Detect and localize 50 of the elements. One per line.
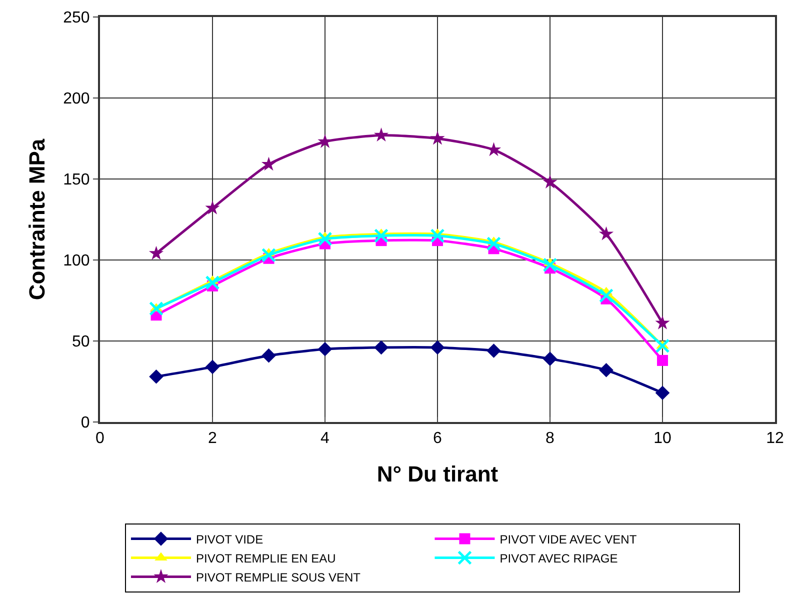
- y-tick-label: 150: [63, 172, 90, 189]
- point: [430, 340, 445, 355]
- point: [599, 363, 614, 378]
- point: [318, 232, 332, 246]
- point: [261, 156, 276, 171]
- point: [542, 352, 558, 366]
- point: [655, 386, 670, 400]
- point: [657, 354, 668, 366]
- x-tick-label: 2: [208, 430, 218, 448]
- point: [318, 134, 332, 148]
- y-tick-label: 250: [63, 10, 90, 27]
- point: [262, 248, 276, 262]
- x-tick-label: 4: [320, 430, 330, 448]
- point: [148, 246, 164, 260]
- legend-label: PIVOT REMPLIE EN EAU: [196, 551, 336, 566]
- y-tick-label: 50: [72, 334, 90, 351]
- point: [149, 369, 164, 384]
- point: [205, 200, 220, 214]
- x-tick-label: 10: [654, 430, 672, 448]
- x-axis-title: N° Du tirant: [376, 462, 499, 487]
- legend-label: PIVOT VIDE AVEC VENT: [500, 532, 638, 546]
- x-tick-label: 0: [96, 430, 105, 448]
- point: [262, 348, 276, 363]
- point: [655, 315, 670, 330]
- point: [205, 360, 220, 374]
- point: [430, 228, 445, 243]
- x-tick-label: 12: [766, 430, 784, 448]
- y-tick-label: 0: [80, 414, 90, 432]
- point: [374, 340, 388, 355]
- x-tick-label: 6: [433, 430, 442, 448]
- point: [149, 301, 164, 316]
- point: [205, 275, 220, 290]
- y-tick-label: 200: [63, 90, 90, 108]
- point: [430, 130, 445, 145]
- point: [374, 228, 388, 243]
- legend-label: PIVOT AVEC RIPAGE: [500, 551, 618, 566]
- point: [598, 226, 614, 240]
- point: [486, 236, 501, 252]
- point: [542, 174, 558, 188]
- legend-label: PIVOT VIDE: [196, 532, 264, 546]
- point: [542, 258, 558, 272]
- point: [318, 342, 332, 356]
- point: [599, 288, 614, 303]
- point: [655, 338, 670, 354]
- point: [486, 344, 501, 358]
- legend-label: PIVOT REMPLIE SOUS VENT: [196, 570, 362, 584]
- point: [374, 128, 389, 142]
- y-axis-title: Contrainte MPa: [24, 138, 50, 300]
- y-tick-label: 100: [63, 252, 90, 270]
- x-tick-label: 8: [546, 430, 555, 448]
